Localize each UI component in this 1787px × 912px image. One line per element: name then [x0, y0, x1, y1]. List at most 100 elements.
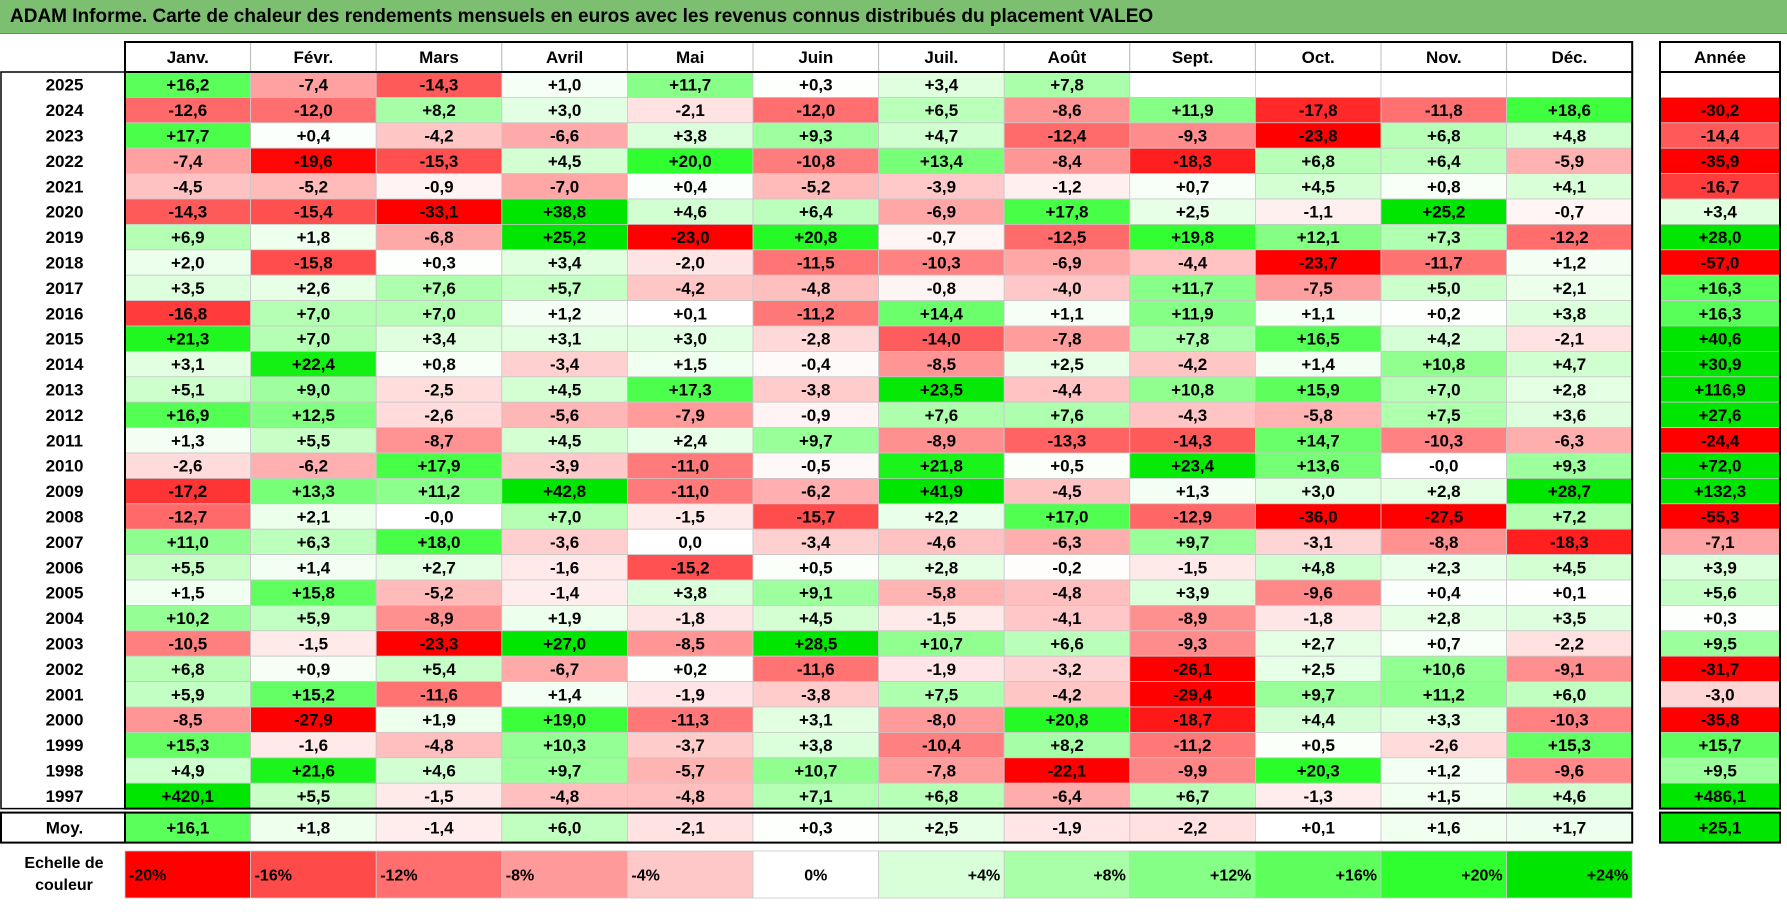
cell-value: +20,3	[1297, 762, 1340, 781]
cell-value: -14,0	[922, 330, 961, 349]
cell-value: -2,8	[801, 330, 830, 349]
cell-value: -4,5	[1052, 482, 1081, 501]
heatmap-cell	[501, 198, 628, 225]
heatmap-cell	[501, 706, 628, 733]
heatmap-cell	[124, 452, 251, 479]
heatmap-cell	[501, 300, 628, 327]
cell-value: -3,4	[801, 533, 831, 552]
cell-value: +22,4	[292, 355, 336, 374]
cell-value: +17,0	[1045, 508, 1088, 527]
cell-value: +7,0	[548, 508, 582, 527]
cell-value: +3,4	[925, 76, 959, 95]
heatmap-cell	[501, 427, 628, 454]
scale-stop-label: -12%	[380, 868, 417, 885]
scale-swatch	[1506, 850, 1633, 899]
year-total-value: +16,3	[1698, 304, 1741, 323]
heatmap-cell	[1003, 147, 1131, 174]
heatmap-cell	[1003, 812, 1131, 843]
cell-value: -12,0	[294, 101, 333, 120]
cell-value: +4,5	[799, 609, 833, 628]
cell-value: -27,5	[1424, 508, 1463, 527]
cell-value: -11,5	[797, 254, 835, 273]
heatmap-cell	[878, 706, 1005, 733]
cell-value: +15,2	[292, 685, 335, 704]
heatmap-cell	[627, 325, 754, 352]
heatmap-cell	[878, 249, 1005, 276]
heatmap-cell	[878, 681, 1005, 708]
heatmap-cell	[627, 122, 754, 149]
scale-stop-label: -4%	[631, 868, 659, 885]
year-label: 2000	[46, 711, 84, 730]
year-header: Année	[1694, 48, 1746, 67]
month-header-cell	[1129, 41, 1256, 73]
heatmap-cell	[878, 376, 1005, 403]
heatmap-cell	[375, 249, 503, 276]
heatmap-cell	[1380, 223, 1507, 251]
cell-value: +13,6	[1297, 457, 1340, 476]
cell-value: +1,1	[1301, 304, 1335, 323]
year-total-value: +3,9	[1703, 558, 1737, 577]
cell-value: -1,5	[676, 508, 705, 527]
heatmap-cell	[1255, 630, 1382, 657]
cell-value: +3,5	[1553, 609, 1587, 628]
cell-value: +4,8	[1301, 558, 1335, 577]
heatmap-cell	[375, 528, 503, 556]
heatmap-cell	[1380, 147, 1507, 174]
heatmap-cell	[627, 706, 754, 733]
cell-value: -2,5	[424, 381, 453, 400]
heatmap-cell	[501, 223, 628, 251]
heatmap-cell	[752, 782, 879, 810]
cell-value: +0,8	[1427, 177, 1461, 196]
cell-value: +1,4	[548, 685, 582, 704]
year-total-value: +15,7	[1698, 736, 1741, 755]
cell-value: -4,2	[1178, 355, 1207, 374]
cell-value: +1,0	[548, 76, 582, 95]
cell-value: -8,9	[927, 431, 956, 450]
heatmap-cell	[250, 71, 377, 98]
heatmap-cell	[1506, 198, 1633, 225]
cell-value: +17,3	[669, 381, 712, 400]
cell-value: -2,6	[424, 406, 453, 425]
cell-value: -8,5	[927, 355, 956, 374]
heatmap-cell	[1506, 300, 1633, 327]
cell-value: -10,3	[922, 254, 961, 273]
cell-value: -4,2	[1052, 685, 1081, 704]
cell-value: -14,3	[168, 203, 207, 222]
year-label: 2005	[46, 584, 84, 603]
heatmap-cell	[627, 812, 754, 843]
cell-value: -8,9	[1178, 609, 1207, 628]
cell-value: -12,5	[1048, 228, 1087, 247]
heatmap-cell	[627, 757, 754, 784]
heatmap-cell	[1003, 757, 1131, 784]
heatmap-cell	[1506, 274, 1633, 302]
cell-value: +4,5	[548, 381, 582, 400]
cell-value: +7,5	[1427, 406, 1461, 425]
year-total-value: +72,0	[1698, 457, 1741, 476]
heatmap-cell	[878, 300, 1005, 327]
cell-value: +0,3	[799, 76, 833, 95]
heatmap-cell	[124, 401, 251, 429]
heatmap-cell	[1129, 147, 1256, 174]
year-total-value: +30,9	[1698, 355, 1741, 374]
heatmap-cell	[1255, 812, 1382, 843]
cell-value: +0,5	[1050, 457, 1084, 476]
cell-value: +19,8	[1171, 228, 1214, 247]
cell-value: +1,4	[1301, 355, 1335, 374]
heatmap-cell	[1380, 325, 1507, 352]
year-total-cell	[1659, 401, 1781, 429]
cell-value: +2,8	[1427, 609, 1461, 628]
year-total-value: -14,4	[1701, 127, 1740, 146]
year-total-cell	[1659, 376, 1781, 403]
month-header: Mai	[676, 48, 704, 67]
cell-value: -6,4	[1052, 787, 1082, 806]
heatmap-cell	[752, 173, 879, 200]
heatmap-cell	[752, 477, 879, 505]
year-total-value: +40,6	[1698, 330, 1741, 349]
cell-value: -4,8	[676, 787, 705, 806]
heatmap-cell	[375, 579, 503, 606]
heatmap-cell	[627, 782, 754, 810]
cell-value: +6,5	[925, 101, 959, 120]
heatmap-cell	[1380, 655, 1507, 683]
heatmap-cell	[878, 122, 1005, 149]
year-total-cell	[1659, 503, 1781, 530]
